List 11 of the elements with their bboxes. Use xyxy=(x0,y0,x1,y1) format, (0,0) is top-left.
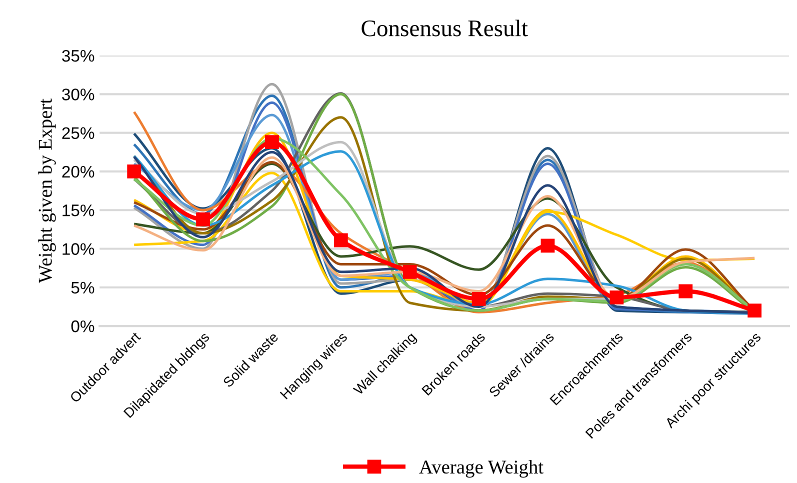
legend-label: Average Weight xyxy=(419,460,544,478)
y-tick-label: 35% xyxy=(62,50,94,62)
y-tick-label: 0% xyxy=(71,320,94,332)
y-tick-label: 5% xyxy=(71,282,94,294)
y-tick-label: 30% xyxy=(62,88,94,100)
y-tick-label: 25% xyxy=(62,127,94,140)
chart-title: Consensus Result xyxy=(362,20,528,36)
y-axis-title: Weight given by Expert xyxy=(38,98,56,284)
y-tick-label: 10% xyxy=(62,243,94,255)
y-tick-label: 15% xyxy=(62,204,94,216)
y-tick-label: 20% xyxy=(62,166,94,178)
